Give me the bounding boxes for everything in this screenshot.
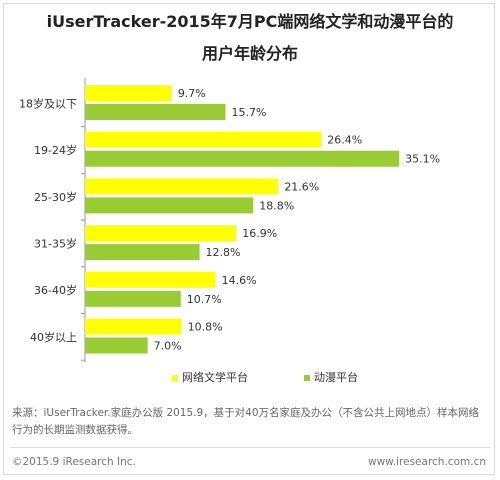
- bar-literature: [85, 131, 322, 148]
- category-label: 19-24岁: [34, 143, 77, 157]
- data-label: 12.8%: [206, 246, 241, 259]
- bar-literature: [85, 178, 279, 195]
- bar-chart: 18岁及以下 9.7% 15.7% 19-24岁 26.4% 35.1% 25-30岁 21.…: [19, 78, 440, 384]
- category-label: 31-35岁: [34, 236, 77, 250]
- bar-anime: [85, 197, 254, 214]
- bar-anime: [85, 104, 226, 120]
- category-label: 40岁以上: [30, 330, 77, 344]
- category-label: 25-30岁: [34, 190, 77, 204]
- website-url: www.iresearch.com.cn: [367, 456, 486, 468]
- source-note: 来源：iUserTracker.家庭办公版 2015.9，基于对40万名家庭及办…: [12, 407, 480, 436]
- legend-label: 网络文学平台: [182, 370, 248, 384]
- category-label: 36-40岁: [34, 283, 77, 297]
- bar-anime: [85, 244, 200, 261]
- bar-literature: [85, 318, 182, 335]
- bar-literature: [85, 225, 237, 242]
- data-label: 7.0%: [154, 340, 182, 353]
- data-label: 9.7%: [178, 87, 206, 100]
- data-label: 15.7%: [232, 106, 267, 119]
- legend-swatch: [172, 375, 178, 381]
- data-label: 35.1%: [405, 153, 440, 166]
- legend-swatch: [304, 375, 310, 381]
- chart-title-line-1: iUserTracker-2015年7月PC端网络文学和动漫平台的: [46, 12, 454, 31]
- bar-anime: [85, 337, 148, 354]
- data-label: 21.6%: [284, 180, 319, 193]
- data-label: 26.4%: [327, 134, 362, 147]
- data-label: 16.9%: [242, 227, 277, 240]
- chart-title-line-2: 用户年龄分布: [201, 44, 298, 63]
- bar-literature: [85, 85, 172, 101]
- category-label: 18岁及以下: [19, 96, 77, 110]
- data-label: 10.7%: [187, 293, 222, 306]
- copyright-text: ©2015.9 iResearch Inc.: [12, 456, 136, 468]
- data-label: 10.8%: [188, 321, 223, 334]
- data-label: 14.6%: [222, 274, 257, 287]
- bar-literature: [85, 271, 216, 288]
- footer-divider: [10, 447, 490, 448]
- bar-anime: [85, 290, 181, 307]
- data-label: 18.8%: [259, 199, 294, 212]
- bar-anime: [85, 150, 400, 167]
- legend-label: 动漫平台: [314, 370, 358, 384]
